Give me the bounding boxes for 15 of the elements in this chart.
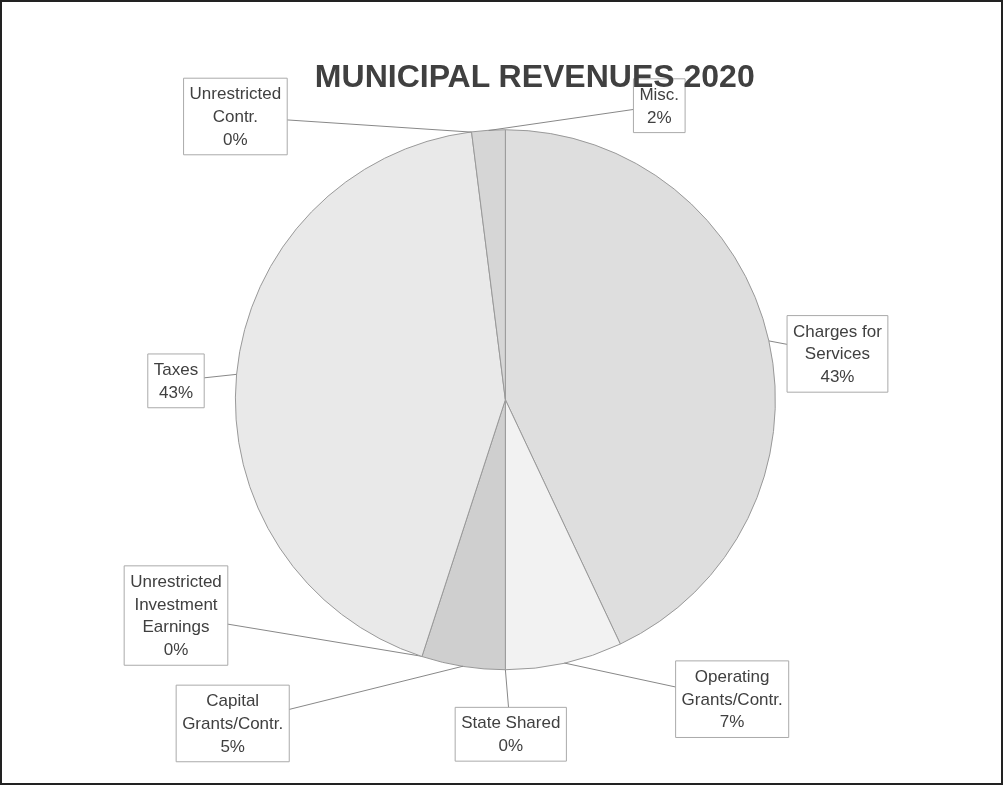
data-label: 43% <box>820 367 855 387</box>
category-label: Unrestricted Investment Earnings <box>130 571 222 637</box>
data-label: 5% <box>220 736 245 756</box>
slice-label: Operating Grants/Contr. <box>681 666 783 709</box>
category-label: Unrestricted Contr. <box>189 84 282 126</box>
data-label: 2% <box>646 107 672 127</box>
slice-label: Taxes <box>153 359 199 379</box>
category-label: State Shared <box>461 713 561 733</box>
text: 0% <box>163 640 189 660</box>
text: 0% <box>223 129 248 149</box>
slice-label: Capital Grants/Contr. <box>182 691 284 733</box>
slice-label: Charges for Services <box>793 321 883 364</box>
data-label: 43% <box>158 382 194 402</box>
text: 0% <box>498 736 524 756</box>
data-label: 7% <box>719 712 745 732</box>
